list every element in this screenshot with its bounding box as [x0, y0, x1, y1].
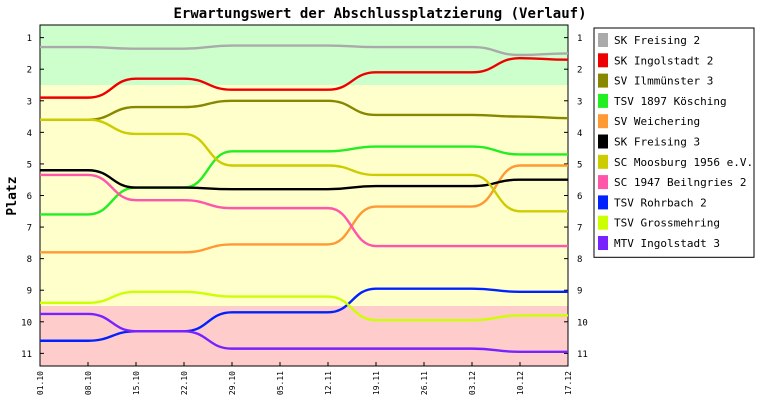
y-tick-label-left-10: 10: [21, 318, 32, 328]
series-line-1: [40, 44, 569, 57]
band-3: [40, 306, 568, 366]
y-tick-label-left-7: 7: [27, 224, 32, 234]
y-tick-label-right-2: 2: [577, 66, 582, 76]
legend-swatch-7: [598, 154, 608, 169]
y-tick-label-right-7: 7: [577, 224, 582, 234]
legend-label-7: SC Moosburg 1956 e.V. 2: [614, 156, 760, 169]
series-lines: [39, 44, 569, 353]
y-tick-label-right-8: 8: [577, 255, 582, 265]
legend-label-11: MTV Ingolstadt 3: [614, 237, 720, 250]
y-tick-label-right-9: 9: [577, 287, 582, 297]
y-tick-label-left-5: 5: [27, 160, 32, 170]
x-tick-label-08.10: 08.10: [84, 371, 93, 395]
legend-label-6: SK Freising 3: [614, 136, 700, 149]
y-tick-label-left-11: 11: [21, 350, 32, 360]
y-tick-label-right-4: 4: [577, 129, 582, 139]
legend-swatch-6: [598, 134, 608, 149]
y-tick-label-right-1: 1: [577, 34, 582, 44]
legend-swatch-9: [598, 195, 608, 210]
y-tick-label-right-11: 11: [577, 350, 588, 360]
legend-label-2: SK Ingolstadt 2: [614, 54, 713, 67]
legend-box: [593, 27, 755, 258]
legend: SK Freising 2 SK Ingolstadt 2 SV Ilmmünste…: [593, 27, 760, 258]
legend-swatch-8: [598, 175, 608, 190]
y-tick-label-right-5: 5: [577, 160, 582, 170]
x-tick-label-12.11: 12.11: [324, 371, 333, 395]
legend-swatch-10: [598, 215, 608, 230]
series-line-8: [39, 173, 568, 248]
x-tick-label-10.12: 10.12: [516, 371, 525, 395]
series-line-11: [40, 312, 568, 353]
y-tick-label-left-2: 2: [27, 66, 32, 76]
plot-bands: [40, 25, 568, 366]
legend-swatch-11: [598, 236, 608, 250]
y-tick-label-right-10: 10: [577, 318, 588, 328]
series-line-4: [40, 145, 568, 216]
y-tick-label-left-1: 1: [27, 34, 32, 44]
chart-title: Erwartungswert der Abschlussplatzierung …: [173, 6, 586, 22]
y-axis-right: 1 2 3 4 5 6 7 8 9 10 11: [564, 34, 588, 360]
x-tick-label-17.12: 17.12: [564, 371, 573, 395]
legend-swatch-5: [598, 114, 608, 129]
series-line-6: [40, 169, 568, 191]
y-tick-label-left-8: 8: [27, 255, 32, 265]
y-axis-label: Platz: [5, 176, 20, 215]
legend-swatch-2: [598, 53, 608, 68]
x-tick-label-05.11: 05.11: [276, 371, 285, 395]
legend-label-1: SK Freising 2: [614, 34, 700, 47]
x-tick-label-03.12: 03.12: [468, 371, 477, 395]
y-tick-label-right-3: 3: [577, 97, 582, 107]
legend-label-3: SV Ilmmünster 3: [614, 75, 713, 88]
legend-swatch-4: [598, 93, 608, 108]
series-line-10: [39, 290, 568, 322]
legend-label-4: TSV 1897 Kösching: [614, 95, 727, 108]
series-line-3: [39, 99, 569, 121]
series-line-5: [39, 164, 568, 254]
y-axis-left: 1 2 3 4 5 6 7 8 9 10 11: [21, 34, 44, 360]
x-tick-label-15.10: 15.10: [132, 371, 141, 395]
x-axis: 01.10 08.10 15.10 22.10 29.10 05.11 12.11 19.11…: [36, 362, 573, 395]
x-tick-label-22.10: 22.10: [180, 371, 189, 395]
legend-label-10: TSV Grossmehring: [614, 217, 720, 230]
y-tick-label-right-6: 6: [577, 192, 582, 202]
x-tick-label-26.11: 26.11: [420, 371, 429, 395]
band-2: [40, 84, 568, 307]
legend-swatch-1: [598, 33, 608, 47]
legend-swatch-3: [598, 73, 608, 88]
legend-label-8: SC 1947 Beilngries 2: [614, 176, 746, 189]
legend-label-9: TSV Rohrbach 2: [614, 196, 707, 209]
y-tick-label-left-6: 6: [27, 192, 32, 202]
x-tick-label-19.11: 19.11: [372, 371, 381, 395]
x-tick-label-01.10: 01.10: [36, 371, 45, 395]
y-tick-label-left-4: 4: [27, 129, 32, 139]
legend-label-5: SV Weichering: [614, 115, 700, 128]
band-1: [40, 25, 568, 85]
y-tick-label-left-9: 9: [27, 287, 32, 297]
series-line-2: [39, 56, 569, 99]
x-tick-label-29.10: 29.10: [228, 371, 237, 395]
series-line-7: [39, 118, 568, 213]
y-tick-label-left-3: 3: [27, 97, 32, 107]
